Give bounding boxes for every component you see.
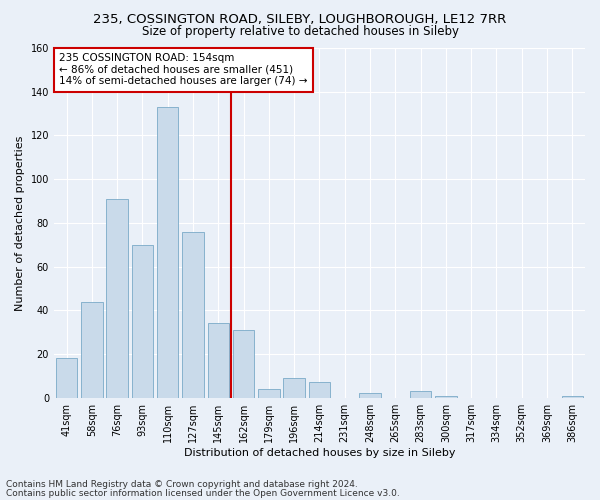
- Bar: [81, 302, 103, 398]
- Y-axis label: Number of detached properties: Number of detached properties: [15, 135, 25, 310]
- Bar: [562, 396, 583, 398]
- Text: 235 COSSINGTON ROAD: 154sqm
← 86% of detached houses are smaller (451)
14% of se: 235 COSSINGTON ROAD: 154sqm ← 86% of det…: [59, 53, 308, 86]
- Bar: [258, 389, 280, 398]
- Text: 235, COSSINGTON ROAD, SILEBY, LOUGHBOROUGH, LE12 7RR: 235, COSSINGTON ROAD, SILEBY, LOUGHBOROU…: [94, 12, 506, 26]
- Bar: [233, 330, 254, 398]
- Bar: [283, 378, 305, 398]
- Bar: [309, 382, 330, 398]
- Bar: [131, 244, 153, 398]
- Bar: [182, 232, 204, 398]
- Bar: [106, 199, 128, 398]
- Bar: [359, 394, 381, 398]
- Text: Contains HM Land Registry data © Crown copyright and database right 2024.: Contains HM Land Registry data © Crown c…: [6, 480, 358, 489]
- Text: Size of property relative to detached houses in Sileby: Size of property relative to detached ho…: [142, 25, 458, 38]
- Text: Contains public sector information licensed under the Open Government Licence v3: Contains public sector information licen…: [6, 488, 400, 498]
- Bar: [56, 358, 77, 398]
- Bar: [157, 107, 178, 398]
- X-axis label: Distribution of detached houses by size in Sileby: Distribution of detached houses by size …: [184, 448, 455, 458]
- Bar: [435, 396, 457, 398]
- Bar: [410, 391, 431, 398]
- Bar: [208, 324, 229, 398]
